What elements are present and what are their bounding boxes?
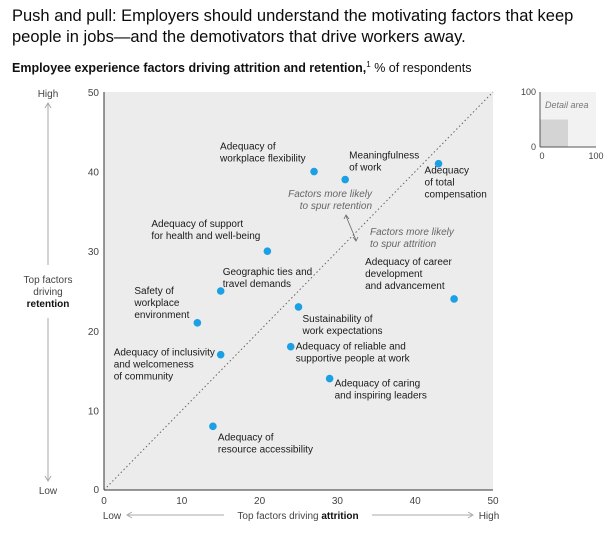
annotation-arrow-head-down <box>352 236 359 242</box>
data-point-label: Adequacy of career development and advance… <box>365 257 452 292</box>
data-point <box>216 350 225 359</box>
annotation-arrow-head-up <box>343 214 350 220</box>
y-arrow-head-up <box>44 102 52 109</box>
x-tick-label: 50 <box>487 496 499 507</box>
y-tick-label: 10 <box>88 406 100 417</box>
data-point-label: Adequacy of total compensation <box>425 166 487 201</box>
subtitle-bold: Employee experience factors driving attr… <box>12 61 367 76</box>
diagonal-line <box>103 91 494 491</box>
data-point-label: Adequacy of inclusivity and welcomeness of… <box>114 348 215 383</box>
detail-inset-highlight <box>540 119 568 147</box>
data-point <box>263 247 272 255</box>
data-point-label: Meaningfulness of work <box>349 151 419 174</box>
y-axis-title-bold: retention <box>27 299 70 310</box>
y-tick-label: 20 <box>88 327 100 338</box>
data-point <box>341 175 349 184</box>
footnote-marker: 1 <box>366 60 371 69</box>
origin-label: 0 <box>93 485 99 496</box>
data-point-label: Adequacy of reliable and supportive peopl… <box>296 342 411 365</box>
subtitle-unit: % of respondents <box>374 61 472 76</box>
detail-inset-x-tick: 0 <box>539 151 544 161</box>
y-arrow-head-down <box>44 475 52 482</box>
x-tick-label: 30 <box>332 496 344 507</box>
data-point <box>450 295 458 303</box>
x-axis-high-label: High <box>479 511 500 522</box>
detail-inset-y-tick: 100 <box>521 87 536 97</box>
data-point-label: Geographic ties and travel demands <box>223 267 313 290</box>
data-point-label: Sustainability of work expectations <box>302 314 383 337</box>
x-tick-label: 40 <box>410 496 422 507</box>
data-point <box>286 342 295 351</box>
data-point-label: Adequacy of resource accessibility <box>218 432 313 455</box>
data-point <box>310 167 318 176</box>
data-point <box>325 374 334 383</box>
x-tick-label: 20 <box>254 496 266 507</box>
data-point <box>209 422 217 431</box>
chart-subtitle: Employee experience factors driving attr… <box>12 60 471 75</box>
data-point-label: Safety of workplace environment <box>133 286 189 321</box>
y-tick-label: 30 <box>88 247 100 258</box>
data-point <box>434 159 443 168</box>
x-axis-title: Top factors driving attrition <box>237 511 358 522</box>
y-tick-label: 50 <box>88 88 100 99</box>
detail-inset-y-tick: 0 <box>531 142 536 152</box>
y-axis-high-label: High <box>38 89 59 100</box>
x-arrow-head-right <box>467 511 474 519</box>
x-arrow-head-left <box>126 511 133 519</box>
x-tick-label: 0 <box>101 496 107 507</box>
annotation-arrow <box>345 215 357 241</box>
chart-title: Push and pull: Employers should understa… <box>12 7 574 46</box>
y-tick-label: 40 <box>88 168 100 179</box>
y-axis-low-label: Low <box>39 486 58 497</box>
data-point-label: Adequacy of caring and inspiring leaders <box>335 379 427 402</box>
data-point <box>294 303 303 311</box>
detail-inset-x-tick: 100 <box>588 151 603 161</box>
data-point <box>193 319 202 327</box>
data-point <box>216 287 225 295</box>
data-point-label: Adequacy of support for health and well-b… <box>151 219 260 242</box>
x-axis-low-label: Low <box>103 511 122 522</box>
y-axis-title: Top factors driving <box>24 275 73 298</box>
detail-inset-title: Detail area <box>545 100 589 110</box>
attrition-zone-annotation: Factors more likely to spur attrition <box>370 227 455 250</box>
data-point-label: Adequacy of workplace flexibility <box>219 142 306 165</box>
x-tick-label: 10 <box>176 496 188 507</box>
retention-zone-annotation: Factors more likely to spur retention <box>288 189 373 212</box>
